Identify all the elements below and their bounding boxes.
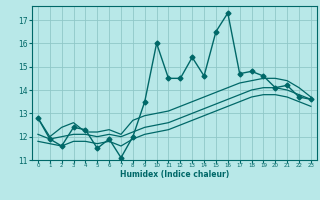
X-axis label: Humidex (Indice chaleur): Humidex (Indice chaleur) [120, 170, 229, 179]
